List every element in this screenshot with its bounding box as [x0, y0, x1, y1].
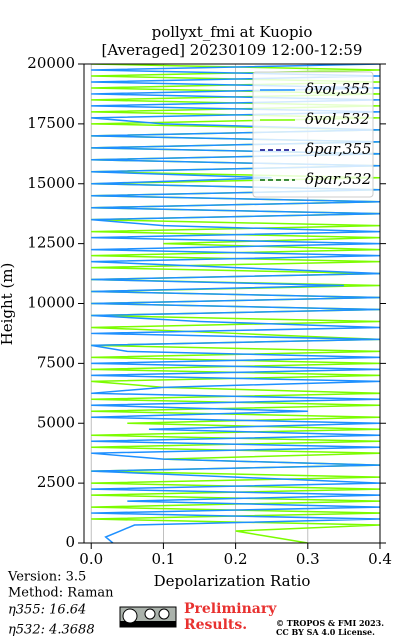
x-tick-label: 0.0	[79, 550, 103, 568]
legend-label: δpar,355	[305, 140, 372, 158]
legend-box	[252, 71, 374, 198]
y-tick-label: 0	[65, 533, 75, 551]
chart-title: [Averaged] 20230109 12:00-12:59	[102, 41, 363, 59]
y-tick-label: 10000	[27, 294, 75, 312]
preliminary: Results.	[184, 617, 247, 633]
preliminary: Preliminary	[184, 601, 277, 617]
x-tick-label: 0.1	[151, 550, 175, 568]
plot-frame	[83, 63, 381, 544]
y-axis-label: Height (m)	[0, 263, 16, 346]
y-tick-label: 2500	[37, 473, 75, 491]
y-tick-label: 5000	[37, 413, 75, 431]
copyright: CC BY SA 4.0 License.	[276, 627, 375, 637]
y-tick-label: 7500	[37, 353, 75, 371]
y-tick-label: 15000	[27, 174, 75, 192]
chart-title: pollyxt_fmi at Kuopio	[152, 23, 313, 41]
legend-label: δvol,355	[305, 80, 370, 98]
cc-badge	[119, 606, 177, 628]
version: Version: 3.5	[7, 570, 86, 585]
copyright: © TROPOS & FMI 2023.	[276, 618, 384, 628]
method: Method: Raman	[8, 586, 114, 601]
x-tick-label: 0.3	[296, 550, 320, 568]
y-tick-label: 20000	[27, 54, 75, 72]
eta: η355: 16.64	[8, 603, 86, 618]
x-tick-label: 0.4	[368, 550, 392, 568]
legend-label: δpar,532	[305, 170, 372, 188]
x-tick-label: 0.2	[224, 550, 248, 568]
legend-label: δvol,532	[305, 110, 370, 128]
y-tick-label: 17500	[27, 114, 75, 132]
x-axis-label: Depolarization Ratio	[154, 572, 311, 590]
eta: η532: 4.3688	[8, 623, 95, 638]
y-tick-label: 12500	[27, 234, 75, 252]
